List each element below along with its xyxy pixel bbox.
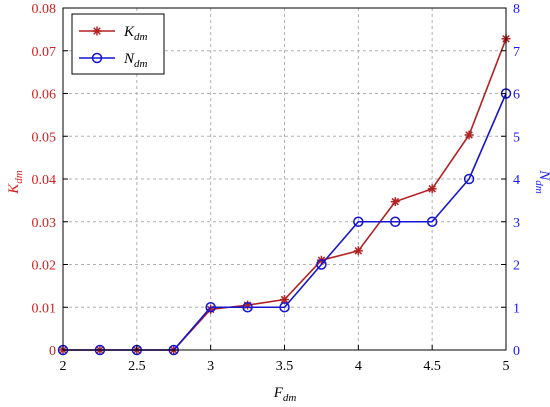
marker-stroke bbox=[93, 27, 101, 35]
legend-marker-k-dm bbox=[92, 26, 102, 36]
y-left-axis-label-sub: dm bbox=[13, 170, 25, 184]
y-left-tick-label: 0.02 bbox=[32, 259, 57, 274]
data-point-k-dm bbox=[353, 246, 363, 256]
x-tick-label: 3.5 bbox=[276, 359, 294, 374]
y-right-axis-label: Ndm bbox=[533, 169, 550, 194]
y-right-tick-label: 0 bbox=[513, 344, 520, 359]
data-point-n-dm bbox=[353, 216, 364, 227]
x-tick-label: 4.5 bbox=[423, 359, 441, 374]
legend-label-k-dm: Kdm bbox=[123, 24, 148, 43]
x-axis-label: Fdm bbox=[273, 385, 297, 404]
marker-stroke bbox=[465, 131, 473, 139]
y-right-tick-label: 1 bbox=[513, 301, 520, 316]
x-tick-label: 5 bbox=[503, 359, 510, 374]
legend-label-main: N bbox=[123, 51, 135, 67]
y-left-tick-label: 0.05 bbox=[32, 130, 57, 145]
legend-label-sub: dm bbox=[134, 31, 148, 43]
y-right-tick-label: 3 bbox=[513, 216, 520, 231]
y-right-tick-label: 2 bbox=[513, 259, 520, 274]
data-point-n-dm bbox=[390, 216, 401, 227]
y-left-tick-label: 0.03 bbox=[32, 216, 57, 231]
marker-stroke bbox=[428, 185, 436, 193]
legend-marker-n-dm bbox=[91, 52, 103, 64]
data-point-n-dm bbox=[279, 302, 290, 313]
y-right-tick-label: 4 bbox=[513, 173, 520, 188]
legend-label-sub: dm bbox=[134, 58, 148, 70]
legend-label-main: K bbox=[123, 24, 135, 40]
x-tick-label: 2 bbox=[60, 359, 67, 374]
x-axis-label-sub: dm bbox=[283, 392, 297, 404]
data-point-k-dm bbox=[464, 130, 474, 140]
y-right-axis-label-main: N bbox=[536, 169, 550, 181]
y-left-tick-label: 0 bbox=[49, 344, 56, 359]
y-left-axis-label-main: K bbox=[6, 183, 22, 195]
y-right-axis-label-sub: dm bbox=[533, 180, 545, 194]
grid-lines bbox=[63, 8, 506, 350]
y-left-tick-label: 0.04 bbox=[32, 173, 57, 188]
x-tick-label: 4 bbox=[355, 359, 362, 374]
y-right-tick-label: 6 bbox=[513, 88, 520, 103]
x-axis-label-main: F bbox=[273, 385, 284, 401]
data-point-n-dm bbox=[463, 173, 475, 185]
data-point-k-dm bbox=[427, 184, 437, 194]
y-right-tick-label: 5 bbox=[513, 130, 520, 145]
x-tick-label: 2.5 bbox=[128, 359, 146, 374]
legend-label-n-dm: Ndm bbox=[123, 51, 148, 70]
legend-box bbox=[71, 13, 165, 75]
data-point-n-dm bbox=[205, 302, 216, 313]
data-point-n-dm bbox=[426, 216, 438, 227]
y-left-axis-label: Kdm bbox=[6, 170, 25, 195]
y-left-tick-label: 0.01 bbox=[32, 301, 57, 316]
data-point-n-dm bbox=[242, 302, 253, 313]
marker-stroke bbox=[354, 247, 363, 255]
marker-stroke bbox=[280, 295, 289, 304]
y-right-tick-label: 7 bbox=[513, 45, 520, 60]
y-right-tick-label: 8 bbox=[513, 2, 520, 17]
axes: 2 2.5 3 3.5 4 4.5 500.010.020.030.040.050.060.… bbox=[32, 2, 521, 374]
y-left-tick-label: 0.08 bbox=[32, 2, 57, 17]
y-left-tick-label: 0.07 bbox=[32, 45, 57, 60]
data-point-n-dm bbox=[316, 259, 327, 270]
y-left-tick-label: 0.06 bbox=[32, 88, 57, 103]
marker-stroke bbox=[391, 197, 400, 206]
data-point-k-dm bbox=[390, 197, 400, 207]
x-tick-label: 3 bbox=[207, 359, 214, 374]
